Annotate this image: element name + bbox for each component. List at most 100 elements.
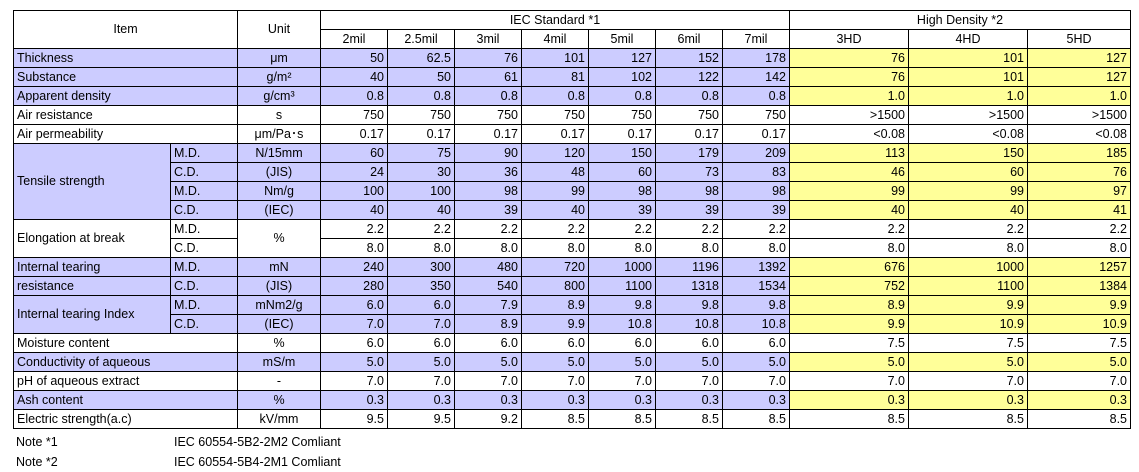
hd-value-cell: 7.0 bbox=[789, 371, 909, 391]
hd-value-cell: 676 bbox=[789, 257, 909, 277]
iec-value-cell: 2.2 bbox=[320, 219, 388, 239]
hd-value-cell: 2.2 bbox=[789, 219, 909, 239]
table-row: M.D. Nm/g 100 100 98 99 98 98 98 99 99 97 bbox=[14, 181, 1132, 201]
hd-value-cell: 9.9 bbox=[789, 314, 909, 334]
row-group-label: Internal tearing Index bbox=[13, 295, 171, 334]
iec-value-cell: 8.0 bbox=[722, 238, 790, 258]
table-row: Substance g/m² 40 50 61 81 102 122 142 76 101 127 bbox=[13, 67, 1132, 87]
table-row: Internal tearing Index M.D. mNm2/g 6.0 6.0 7.… bbox=[13, 295, 1132, 334]
table-row: Conductivity of aqueous mS/m 5.0 5.0 5.0 5.0 5… bbox=[13, 352, 1132, 372]
hd-value-cell: 1100 bbox=[908, 276, 1028, 296]
hd-value-cell: 1.0 bbox=[908, 86, 1028, 106]
hd-value-cell: 40 bbox=[908, 200, 1028, 220]
table-row: Moisture content% 6.0 6.0 6.0 6.0 6.0 6.0 6.0 7.… bbox=[13, 333, 1132, 353]
iec-value-cell: 750 bbox=[655, 105, 723, 125]
iec-value-cell: 8.0 bbox=[387, 238, 455, 258]
row-unit: N/15mm bbox=[237, 143, 321, 163]
hd-value-cell: 7.5 bbox=[1026, 333, 1132, 353]
iec-value-cell: 76 bbox=[454, 48, 522, 68]
hd-value-cell: 127 bbox=[1026, 67, 1132, 87]
row-sub-label: M.D. bbox=[170, 219, 238, 239]
row-sub-label: M.D. bbox=[170, 257, 238, 277]
table-row: C.D. (IEC) 7.0 7.0 8.9 9.9 10.8 10.8 10.8 9.9 10.9… bbox=[14, 314, 1132, 334]
row-item-label: Moisture content bbox=[13, 333, 238, 353]
row-unit: (IEC) bbox=[237, 200, 321, 220]
iec-value-cell: 0.8 bbox=[454, 86, 522, 106]
iec-value-cell: 0.3 bbox=[588, 390, 656, 410]
hd-value-cell: >1500 bbox=[908, 105, 1028, 125]
iec-value-cell: 36 bbox=[454, 162, 522, 182]
row-unit: s bbox=[237, 105, 321, 125]
row-unit: g/cm³ bbox=[237, 86, 321, 106]
iec-value-cell: 39 bbox=[454, 200, 522, 220]
hd-value-cell: 76 bbox=[789, 48, 909, 68]
row-unit: (JIS) bbox=[237, 276, 321, 296]
iec-value-cell: 6.0 bbox=[320, 295, 388, 315]
iec-value-cell: 8.0 bbox=[454, 238, 522, 258]
row-sub-label: M.D. bbox=[170, 143, 238, 163]
iec-value-cell: 179 bbox=[655, 143, 723, 163]
row-item-label: Air resistance bbox=[13, 105, 238, 125]
iec-value-cell: 40 bbox=[387, 200, 455, 220]
iec-value-cell: 750 bbox=[387, 105, 455, 125]
iec-value-cell: 209 bbox=[722, 143, 790, 163]
iec-value-cell: 1318 bbox=[655, 276, 723, 296]
iec-value-cell: 9.5 bbox=[387, 409, 455, 429]
iec-value-cell: 98 bbox=[722, 181, 790, 201]
hd-value-cell: 8.5 bbox=[789, 409, 909, 429]
iec-value-cell: 0.3 bbox=[320, 390, 388, 410]
note-label: Note *2 bbox=[16, 455, 58, 469]
iec-value-cell: 0.3 bbox=[454, 390, 522, 410]
iec-value-cell: 6.0 bbox=[588, 333, 656, 353]
hd-value-cell: 8.9 bbox=[789, 295, 909, 315]
hd-value-cell: 5.0 bbox=[908, 352, 1028, 372]
col-header: 7mil bbox=[722, 29, 790, 49]
iec-value-cell: 7.9 bbox=[454, 295, 522, 315]
iec-value-cell: 8.5 bbox=[521, 409, 589, 429]
note-row: Note *2 IEC 60554-5B4-2M1 Comliant bbox=[16, 452, 341, 472]
iec-value-cell: 120 bbox=[521, 143, 589, 163]
iec-value-cell: 127 bbox=[588, 48, 656, 68]
row-sub-label: C.D. bbox=[170, 162, 238, 182]
iec-value-cell: 2.2 bbox=[722, 219, 790, 239]
hd-value-cell: 8.5 bbox=[1026, 409, 1132, 429]
iec-value-cell: 101 bbox=[521, 48, 589, 68]
iec-value-cell: 0.3 bbox=[521, 390, 589, 410]
iec-value-cell: 75 bbox=[387, 143, 455, 163]
iec-value-cell: 720 bbox=[521, 257, 589, 277]
iec-value-cell: 7.0 bbox=[454, 371, 522, 391]
spec-table: Item Unit IEC Standard *1 High Density *… bbox=[13, 10, 1132, 429]
iec-value-cell: 178 bbox=[722, 48, 790, 68]
iec-value-cell: 9.8 bbox=[722, 295, 790, 315]
iec-value-cell: 1196 bbox=[655, 257, 723, 277]
iec-value-cell: 40 bbox=[320, 67, 388, 87]
iec-value-cell: 98 bbox=[655, 181, 723, 201]
row-unit: mNm2/g bbox=[237, 295, 321, 315]
iec-value-cell: 7.0 bbox=[722, 371, 790, 391]
iec-value-cell: 5.0 bbox=[320, 352, 388, 372]
table-row: Internal tearing M.D. mN 240 300 480 720 1000 11… bbox=[13, 257, 1132, 277]
hd-value-cell: 99 bbox=[789, 181, 909, 201]
iec-value-cell: 99 bbox=[521, 181, 589, 201]
col-header: 4HD bbox=[908, 29, 1028, 49]
iec-value-cell: 7.0 bbox=[320, 371, 388, 391]
table-row: Thickness μm 50 62.5 76 101 127 152 178 76 101 127 bbox=[13, 48, 1132, 68]
iec-value-cell: 39 bbox=[655, 200, 723, 220]
col-header: 6mil bbox=[655, 29, 723, 49]
row-unit: (IEC) bbox=[237, 314, 321, 334]
iec-value-cell: 152 bbox=[655, 48, 723, 68]
table-row: Apparent density g/cm³ 0.8 0.8 0.8 0.8 0.8 0.8 0… bbox=[13, 86, 1132, 106]
col-header: 2.5mil bbox=[387, 29, 455, 49]
iec-value-cell: 8.9 bbox=[454, 314, 522, 334]
note-row: Note *1 IEC 60554-5B2-2M2 Comliant bbox=[16, 432, 341, 452]
hd-value-cell: 76 bbox=[1026, 162, 1132, 182]
row-unit: mN bbox=[237, 257, 321, 277]
iec-value-cell: 102 bbox=[588, 67, 656, 87]
iec-value-cell: 0.8 bbox=[320, 86, 388, 106]
row-sub-label: C.D. bbox=[170, 276, 238, 296]
iec-value-cell: 540 bbox=[454, 276, 522, 296]
iec-value-cell: 62.5 bbox=[387, 48, 455, 68]
iec-value-cell: 8.5 bbox=[655, 409, 723, 429]
iec-value-cell: 9.9 bbox=[521, 314, 589, 334]
